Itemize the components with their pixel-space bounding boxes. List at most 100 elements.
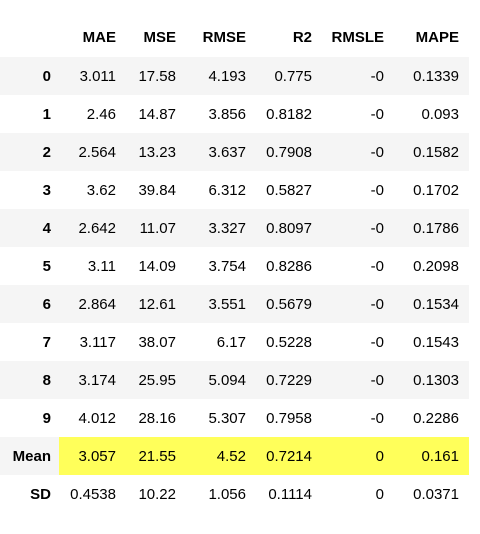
cell-mae: 2.642 — [78, 219, 116, 237]
cell-rmsle: -0 — [370, 257, 384, 275]
cell-r2: 0.5679 — [266, 295, 312, 313]
cell-rmse: 3.754 — [208, 257, 246, 275]
cell-mse: 13.23 — [138, 143, 176, 161]
cell-rmse: 4.52 — [186, 437, 256, 475]
cell-r2: 0.7958 — [266, 409, 312, 427]
table-body: 0 3.011 17.58 4.193 0.775 -0 0.1339 1 2.… — [0, 57, 469, 513]
column-header-rmse: RMSE — [202, 28, 246, 46]
cell-rmse: 3.637 — [208, 143, 246, 161]
row-index: 0 — [42, 67, 51, 85]
row-index: 2 — [42, 143, 51, 161]
table-row: 5 3.11 14.09 3.754 0.8286 -0 0.2098 — [0, 247, 469, 285]
cell-mse: 21.55 — [126, 437, 186, 475]
cell-mae: 2.864 — [78, 295, 116, 313]
cell-rmsle: -0 — [370, 181, 384, 199]
cell-rmse: 5.094 — [208, 371, 246, 389]
cell-mape: 0.2098 — [413, 257, 459, 275]
cell-r2: 0.1114 — [268, 485, 312, 503]
table-row: 1 2.46 14.87 3.856 0.8182 -0 0.093 — [0, 95, 469, 133]
cell-mae: 3.11 — [87, 257, 116, 275]
cell-mse: 39.84 — [138, 181, 176, 199]
cell-mape: 0.2286 — [413, 409, 459, 427]
table-row: 0 3.011 17.58 4.193 0.775 -0 0.1339 — [0, 57, 469, 95]
cell-rmse: 3.856 — [208, 105, 246, 123]
table-row: 4 2.642 11.07 3.327 0.8097 -0 0.1786 — [0, 209, 469, 247]
table-row: 2 2.564 13.23 3.637 0.7908 -0 0.1582 — [0, 133, 469, 171]
table-row: 3 3.62 39.84 6.312 0.5827 -0 0.1702 — [0, 171, 469, 209]
cell-rmsle: -0 — [370, 67, 384, 85]
cell-mae: 4.012 — [78, 409, 116, 427]
cell-r2: 0.7908 — [266, 143, 312, 161]
row-index: 8 — [42, 371, 51, 389]
cell-r2: 0.7214 — [256, 437, 322, 475]
cell-mape: 0.1339 — [413, 67, 459, 85]
cell-mape: 0.0371 — [413, 485, 459, 503]
cell-rmsle: -0 — [370, 105, 384, 123]
cell-mae: 3.62 — [86, 181, 116, 199]
cell-mse: 28.16 — [138, 409, 176, 427]
index-header — [0, 17, 59, 57]
row-index: 1 — [42, 105, 51, 123]
mean-row: Mean 3.057 21.55 4.52 0.7214 0 0.161 — [0, 437, 469, 475]
column-header-mse: MSE — [143, 28, 176, 46]
table-row: 8 3.174 25.95 5.094 0.7229 -0 0.1303 — [0, 361, 469, 399]
header-row: MAE MSE RMSE R2 RMSLE MAPE — [0, 17, 469, 57]
row-index: 4 — [42, 219, 51, 237]
sd-row: SD 0.4538 10.22 1.056 0.1114 0 0.0371 — [0, 475, 469, 513]
cell-rmsle: -0 — [370, 333, 384, 351]
column-header-mae: MAE — [82, 28, 116, 46]
cell-rmsle: -0 — [370, 409, 384, 427]
cell-mae: 2.564 — [78, 143, 116, 161]
column-header-rmsle: RMSLE — [331, 28, 385, 46]
column-header-mape: MAPE — [415, 28, 459, 46]
cell-mse: 10.22 — [138, 485, 176, 503]
cell-r2: 0.775 — [274, 67, 312, 85]
cell-rmse: 4.193 — [208, 67, 246, 85]
table-row: 7 3.117 38.07 6.17 0.5228 -0 0.1543 — [0, 323, 469, 361]
cell-mape: 0.1303 — [413, 371, 459, 389]
cell-r2: 0.7229 — [266, 371, 312, 389]
cell-rmsle: 0 — [322, 437, 394, 475]
cell-rmse: 3.551 — [208, 295, 246, 313]
cell-r2: 0.8097 — [266, 219, 312, 237]
cell-mse: 17.58 — [138, 67, 176, 85]
cell-mse: 14.09 — [138, 257, 176, 275]
table-row: 9 4.012 28.16 5.307 0.7958 -0 0.2286 — [0, 399, 469, 437]
cell-r2: 0.5228 — [266, 333, 312, 351]
row-index: 6 — [42, 295, 51, 313]
cell-mape: 0.1582 — [413, 143, 459, 161]
cell-mse: 14.87 — [138, 105, 176, 123]
cell-mse: 38.07 — [138, 333, 176, 351]
row-index: 3 — [42, 181, 51, 199]
cell-r2: 0.8286 — [266, 257, 312, 275]
cell-mae: 0.4538 — [70, 485, 116, 503]
table-row: 6 2.864 12.61 3.551 0.5679 -0 0.1534 — [0, 285, 469, 323]
cell-r2: 0.8182 — [266, 105, 312, 123]
cell-rmse: 3.327 — [208, 219, 246, 237]
cell-mae: 3.117 — [79, 333, 116, 351]
cell-mape: 0.1534 — [413, 295, 459, 313]
row-index: 9 — [42, 409, 51, 427]
cell-mape: 0.1786 — [413, 219, 459, 237]
cell-rmsle: -0 — [370, 143, 384, 161]
cell-mae: 3.174 — [78, 371, 116, 389]
row-index: 7 — [42, 333, 51, 351]
cell-rmse: 5.307 — [208, 409, 246, 427]
metrics-table: MAE MSE RMSE R2 RMSLE MAPE 0 3.011 17.58… — [0, 17, 469, 513]
cell-mape: 0.1543 — [413, 333, 459, 351]
cell-rmsle: 0 — [375, 485, 384, 503]
cell-mape: 0.161 — [394, 437, 469, 475]
row-index: Mean — [12, 447, 51, 465]
cell-rmse: 6.312 — [208, 181, 246, 199]
cell-mse: 12.61 — [138, 295, 176, 313]
cell-rmse: 6.17 — [216, 333, 246, 351]
cell-mae: 3.011 — [79, 67, 116, 85]
cell-mse: 25.95 — [138, 371, 176, 389]
cell-mae: 2.46 — [86, 105, 116, 123]
row-index: SD — [30, 485, 51, 503]
cell-mape: 0.1702 — [413, 181, 459, 199]
cell-r2: 0.5827 — [266, 181, 312, 199]
cell-mape: 0.093 — [421, 105, 459, 123]
cell-rmsle: -0 — [370, 295, 384, 313]
cell-mse: 11.07 — [139, 219, 176, 237]
